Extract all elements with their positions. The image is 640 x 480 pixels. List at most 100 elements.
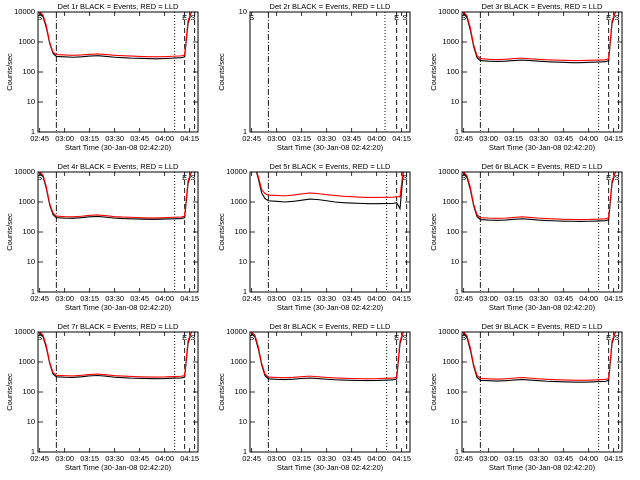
annotation: S: [461, 173, 466, 182]
y-tick-label: 10: [451, 417, 459, 426]
panel: Det 6r BLACK = Events, RED = LLD Start Ti…: [429, 162, 623, 312]
plot-frame: [37, 331, 199, 453]
x-tick-label: 03:30: [529, 294, 548, 303]
annotation: S: [249, 13, 254, 22]
series-line: [463, 12, 616, 62]
plot-frame: [37, 171, 199, 293]
y-axis-label: Counts/sec: [5, 373, 14, 411]
annotation: S: [37, 173, 42, 182]
y-tick-label: 1: [243, 127, 247, 136]
x-tick-label: 04:00: [367, 134, 386, 143]
x-tick-label: 03:30: [105, 294, 124, 303]
plot-area: [39, 172, 196, 292]
annotation: S: [249, 333, 254, 342]
annotation: E: [394, 333, 399, 342]
series-line: [256, 172, 404, 198]
x-tick-label: 04:00: [579, 134, 598, 143]
x-tick-label: 03:30: [529, 134, 548, 143]
x-tick-label: 03:00: [267, 134, 286, 143]
x-tick-label: 03:45: [342, 294, 361, 303]
x-tick-label: 03:00: [479, 134, 498, 143]
y-tick-label: 100: [446, 67, 459, 76]
x-tick-label: 03:15: [80, 454, 99, 463]
x-tick-label: 04:00: [579, 454, 598, 463]
y-tick-label: 1: [243, 447, 247, 456]
x-tick-label: 03:00: [479, 294, 498, 303]
panel: Det 9r BLACK = Events, RED = LLD Start Ti…: [429, 322, 623, 472]
plot-area: [39, 332, 196, 452]
x-tick-label: 03:30: [317, 294, 336, 303]
x-tick-label: 02:45: [454, 454, 473, 463]
y-tick-label: 100: [234, 387, 247, 396]
x-axis-label: Start Time (30-Jan-08 02:42:20): [489, 143, 596, 152]
y-axis-label: Counts/sec: [429, 373, 438, 411]
x-tick-label: 03:45: [342, 134, 361, 143]
y-tick-label: 100: [446, 227, 459, 236]
plot-frame: [461, 11, 623, 133]
y-tick-label: 1000: [442, 357, 459, 366]
x-tick-label: 03:45: [554, 454, 573, 463]
y-tick-label: 1000: [230, 357, 247, 366]
y-tick-label: 10: [27, 257, 35, 266]
x-tick-label: 03:00: [267, 294, 286, 303]
plot-area: [39, 12, 196, 132]
x-tick-label: 02:45: [242, 454, 261, 463]
x-tick-label: 03:00: [55, 454, 74, 463]
x-tick-label: 04:00: [155, 294, 174, 303]
panel-title: Det 3r BLACK = Events, RED = LLD: [482, 2, 603, 11]
x-tick-label: 02:45: [242, 134, 261, 143]
y-tick-label: 10: [27, 97, 35, 106]
x-tick-label: 04:00: [367, 454, 386, 463]
y-axis-label: Counts/sec: [217, 53, 226, 91]
x-tick-label: 03:45: [130, 134, 149, 143]
y-tick-label: 100: [234, 227, 247, 236]
panel-title: Det 9r BLACK = Events, RED = LLD: [482, 322, 603, 331]
annotation: S: [614, 173, 619, 182]
series-line: [255, 172, 404, 211]
y-tick-label: 100: [22, 67, 35, 76]
x-axis-label: Start Time (30-Jan-08 02:42:20): [65, 143, 172, 152]
y-tick-label: 1: [31, 287, 35, 296]
panel: Det 3r BLACK = Events, RED = LLD Start Ti…: [429, 2, 623, 152]
y-tick-label: 10000: [14, 167, 35, 176]
y-tick-label: 10: [239, 7, 247, 16]
x-axis-label: Start Time (30-Jan-08 02:42:20): [65, 463, 172, 472]
x-tick-label: 04:00: [367, 294, 386, 303]
annotation: S: [190, 173, 195, 182]
y-tick-label: 10: [239, 257, 247, 266]
x-tick-label: 03:15: [292, 294, 311, 303]
series-line: [463, 332, 616, 383]
plot-frame: [461, 171, 623, 293]
x-tick-label: 03:15: [292, 134, 311, 143]
x-tick-label: 04:00: [155, 454, 174, 463]
annotation: E: [182, 333, 187, 342]
series-line: [463, 332, 616, 381]
x-tick-label: 04:00: [579, 294, 598, 303]
x-tick-label: 03:15: [504, 454, 523, 463]
annotation: E: [606, 173, 611, 182]
x-tick-label: 04:15: [392, 294, 411, 303]
annotation: E: [182, 173, 187, 182]
y-tick-label: 10: [27, 417, 35, 426]
series-line: [39, 172, 192, 219]
x-tick-label: 03:30: [105, 134, 124, 143]
x-axis-label: Start Time (30-Jan-08 02:42:20): [489, 303, 596, 312]
annotation: E: [606, 333, 611, 342]
y-tick-label: 100: [22, 387, 35, 396]
annotation: S: [614, 333, 619, 342]
x-tick-label: 04:15: [604, 294, 623, 303]
panel-title: Det 8r BLACK = Events, RED = LLD: [270, 322, 391, 331]
annotation: E: [182, 13, 187, 22]
plot-frame: [37, 11, 199, 133]
y-tick-label: 10000: [226, 167, 247, 176]
panel-title: Det 4r BLACK = Events, RED = LLD: [58, 162, 179, 171]
panel-title: Det 2r BLACK = Events, RED = LLD: [270, 2, 391, 11]
annotation: S: [461, 333, 466, 342]
x-tick-label: 02:45: [454, 294, 473, 303]
series-line: [463, 12, 616, 64]
x-tick-label: 03:15: [80, 134, 99, 143]
series-line: [251, 332, 404, 380]
